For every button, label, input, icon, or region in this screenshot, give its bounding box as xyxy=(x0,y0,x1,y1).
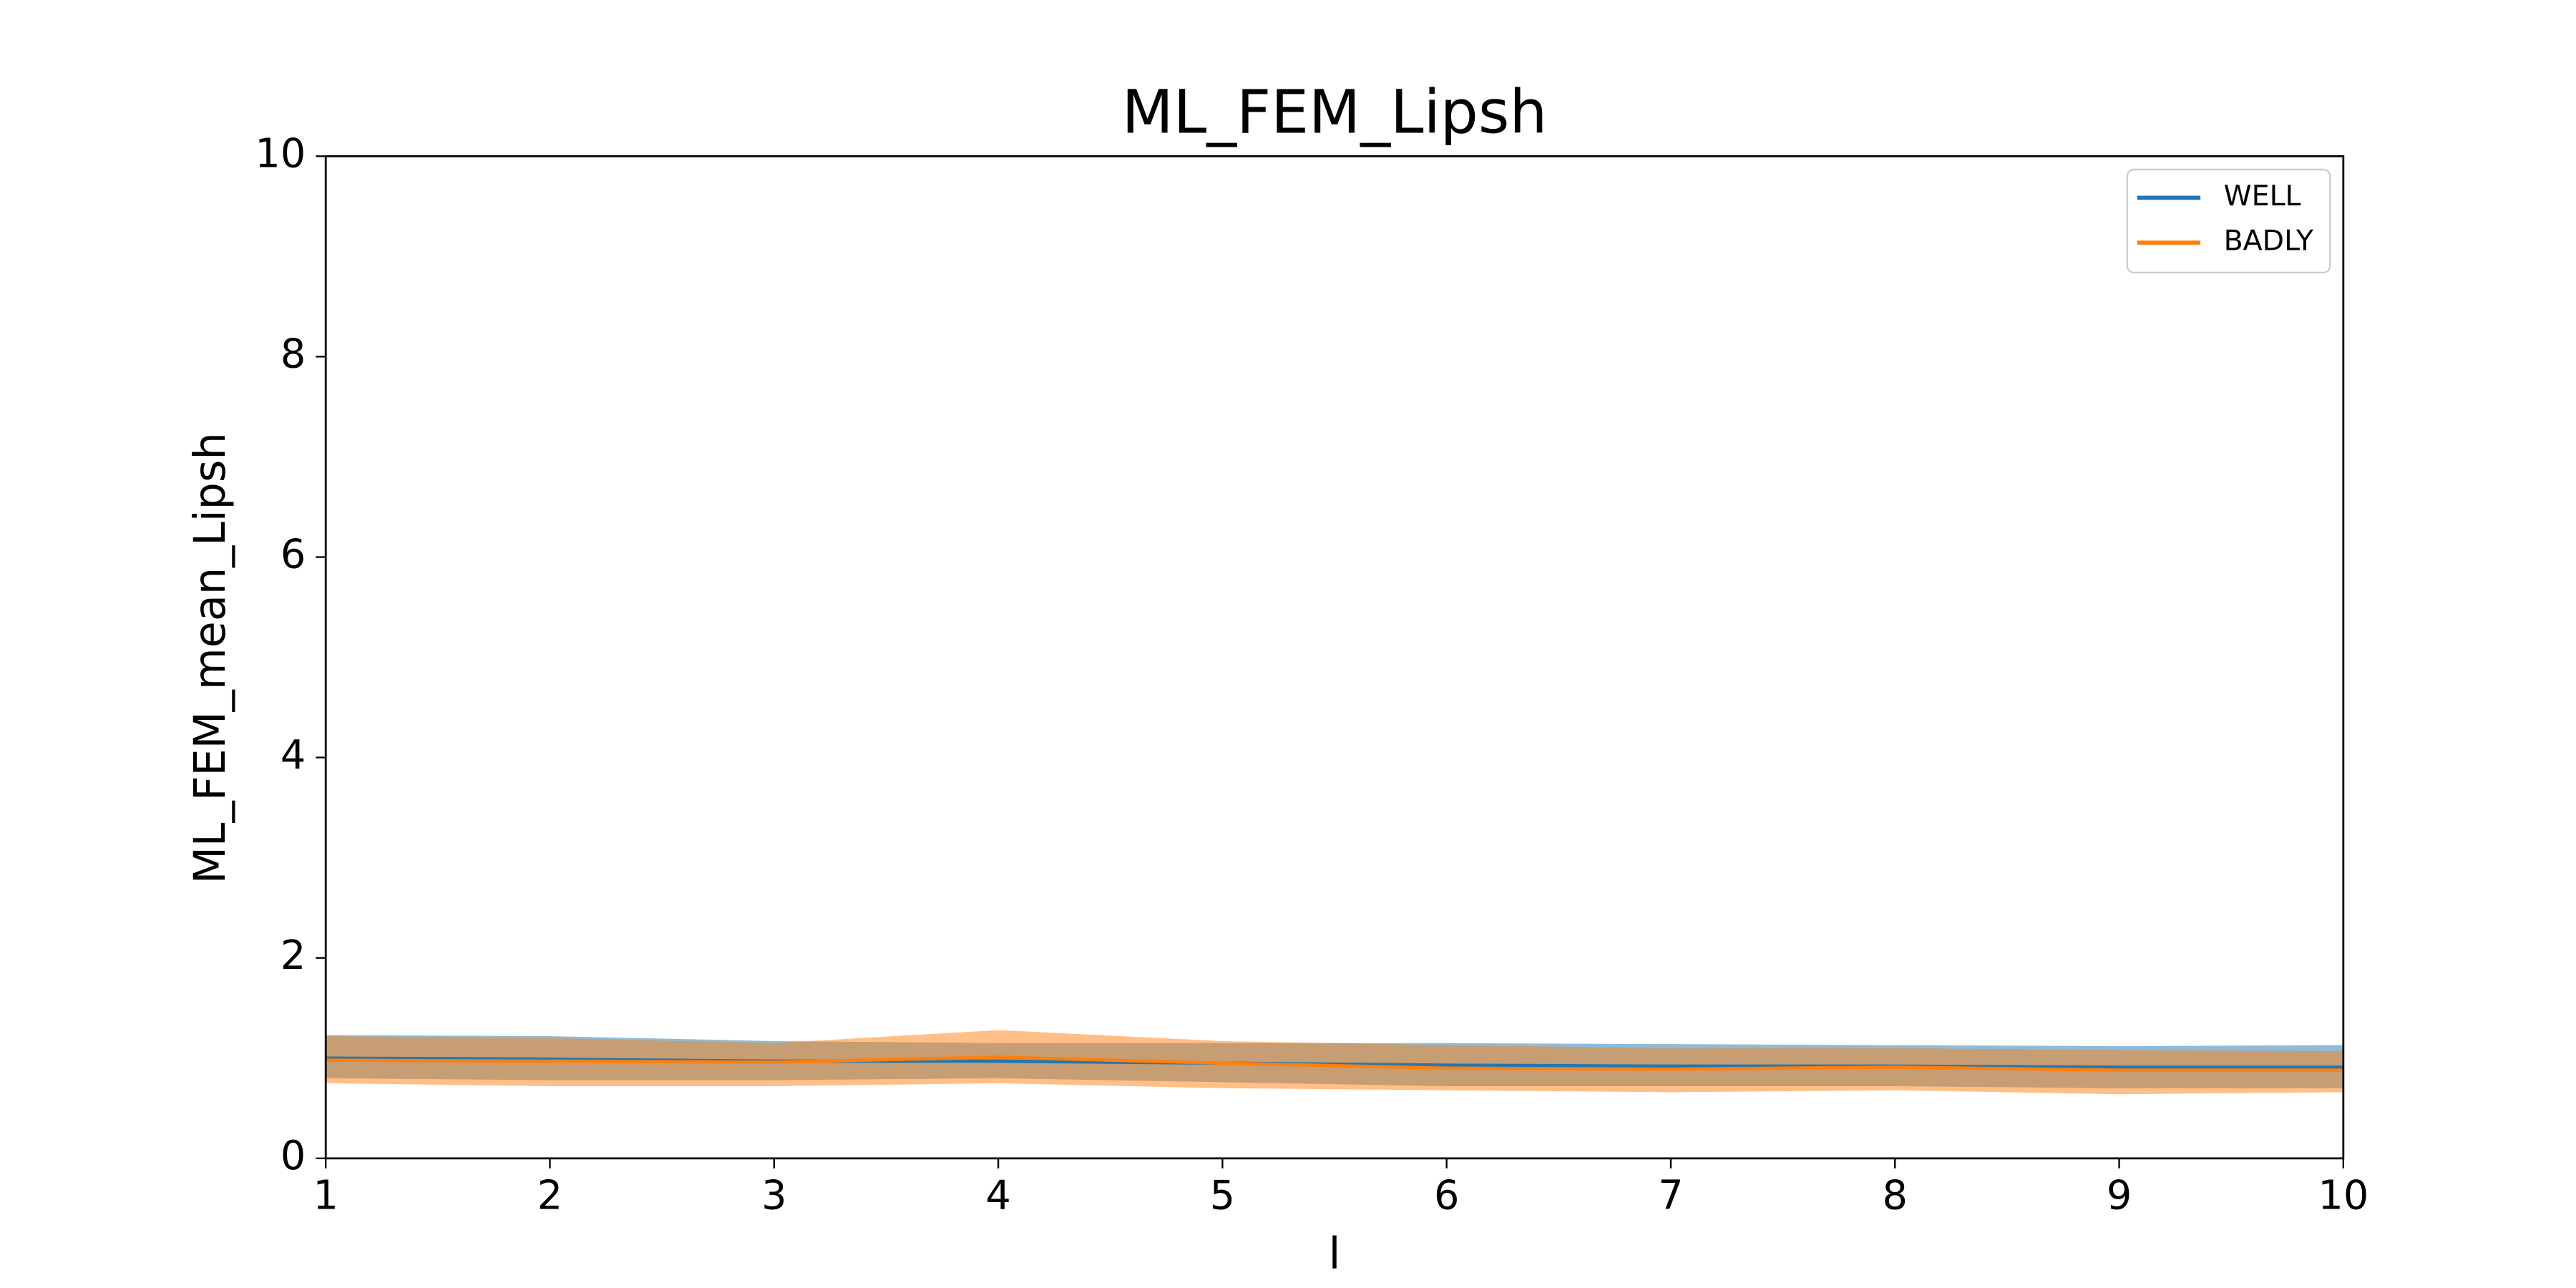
y-tick-label: 0 xyxy=(280,1133,306,1179)
x-tick-label: 6 xyxy=(1434,1173,1459,1219)
x-tick-label: 5 xyxy=(1210,1173,1235,1219)
error-band xyxy=(326,1030,2343,1095)
x-tick-label: 8 xyxy=(1883,1173,1908,1219)
x-axis-label: l xyxy=(1329,1229,1341,1279)
x-tick-label: 4 xyxy=(985,1173,1010,1219)
y-tick-label: 2 xyxy=(280,932,306,979)
x-tick-label: 2 xyxy=(537,1173,562,1219)
x-tick-label: 9 xyxy=(2107,1173,2132,1219)
legend-label: WELL xyxy=(2224,180,2301,213)
legend-label: BADLY xyxy=(2224,225,2314,258)
y-tick-label: 10 xyxy=(255,130,306,177)
legend-box xyxy=(2126,168,2331,274)
chart-title: ML_FEM_Lipsh xyxy=(1122,77,1548,147)
y-tick-label: 8 xyxy=(280,331,306,378)
y-tick-label: 6 xyxy=(280,532,306,578)
y-tick-label: 4 xyxy=(280,732,306,779)
y-axis-label: ML_FEM_mean_Lipsh xyxy=(185,432,235,884)
x-tick-label: 7 xyxy=(1658,1173,1683,1219)
line xyxy=(326,1055,2343,1072)
x-tick-label: 1 xyxy=(313,1173,338,1219)
x-tick-label: 3 xyxy=(761,1173,786,1219)
plot-frame xyxy=(324,155,2345,1160)
x-tick-label: 10 xyxy=(2318,1173,2368,1219)
